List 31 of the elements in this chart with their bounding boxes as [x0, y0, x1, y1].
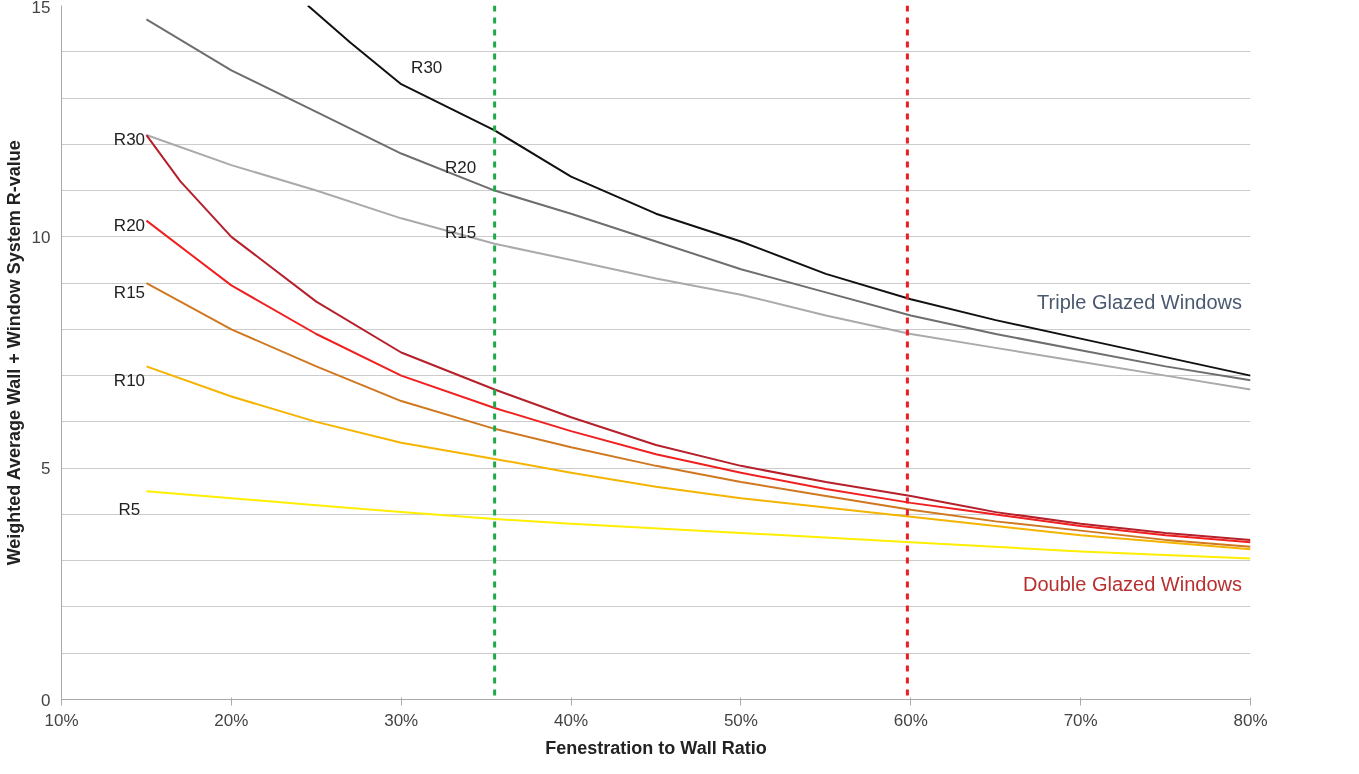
line-series — [145, 134, 1251, 391]
series-label: R5 — [118, 500, 141, 520]
x-tick-label: 50% — [723, 710, 758, 730]
line-series — [145, 282, 1251, 548]
x-tick-label: 80% — [1233, 710, 1268, 730]
series-label: R15 — [445, 222, 477, 242]
y-tick-label: 15 — [31, 0, 51, 17]
y-tick-label: 10 — [31, 227, 51, 247]
y-axis-title: Weighted Average Wall + Window System R-value — [3, 140, 24, 566]
line-series — [145, 18, 1251, 382]
series-label: R20 — [445, 157, 477, 177]
y-tick-label: 0 — [41, 690, 51, 710]
x-axis-title: Fenestration to Wall Ratio — [545, 737, 767, 758]
annotation: Triple Glazed Windows — [1037, 290, 1243, 313]
line-series — [145, 490, 1251, 560]
line-series — [145, 134, 1251, 541]
x-tick-label: 70% — [1063, 710, 1098, 730]
series-label: R30 — [411, 58, 443, 78]
x-tick-label: 40% — [554, 710, 589, 730]
series-label: R10 — [113, 370, 146, 390]
series-label: R20 — [113, 215, 146, 235]
series-label: R30 — [113, 130, 146, 150]
y-tick-label: 5 — [41, 459, 51, 479]
x-tick-label: 20% — [214, 710, 249, 730]
line-series — [306, 5, 1251, 377]
x-tick-label: 10% — [44, 710, 79, 730]
x-tick-label: 30% — [384, 710, 419, 730]
line-series — [145, 365, 1251, 551]
x-tick-label: 60% — [893, 710, 928, 730]
annotation: Double Glazed Windows — [1023, 572, 1243, 595]
series-label: R15 — [113, 282, 146, 302]
